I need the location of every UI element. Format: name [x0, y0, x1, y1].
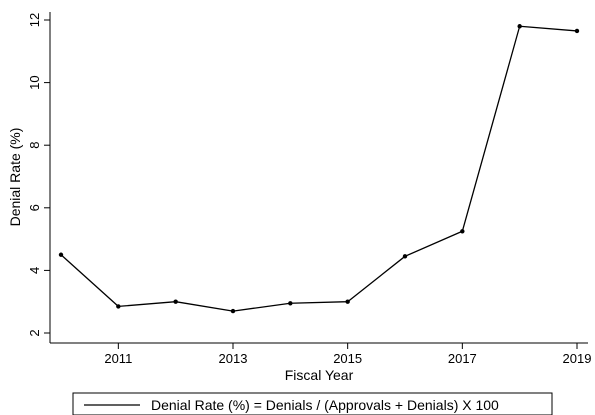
data-point: [173, 299, 178, 304]
data-point: [58, 252, 64, 257]
data-point: [288, 301, 293, 306]
legend-label: Denial Rate (%) = Denials / (Approvals +…: [151, 397, 499, 413]
data-point: [402, 254, 408, 259]
x-tick-label: 2011: [104, 351, 132, 366]
x-tick-label: 2017: [448, 351, 477, 366]
y-tick-label: 8: [27, 142, 42, 149]
data-point: [116, 304, 121, 309]
x-axis-title: Fiscal Year: [285, 367, 354, 383]
data-point: [517, 24, 522, 29]
y-tick-label: 10: [27, 75, 42, 89]
y-tick-label: 6: [27, 204, 42, 211]
legend: Denial Rate (%) = Denials / (Approvals +…: [72, 392, 553, 415]
x-tick-label: 2013: [219, 351, 248, 366]
x-tick-label: 2019: [563, 351, 592, 366]
legend-box: [72, 392, 553, 415]
data-point: [230, 308, 236, 314]
series-group: [58, 24, 580, 314]
x-tick-label: 2015: [333, 351, 362, 366]
data-point: [460, 229, 465, 234]
y-ticks: 2 4 6 8 10 12: [27, 13, 50, 337]
data-point: [574, 28, 580, 34]
x-ticks: 2011 2013 2015 2017 2019: [104, 343, 591, 366]
y-tick-label: 2: [27, 329, 42, 336]
series-line: [60, 25, 578, 312]
y-axis-title: Denial Rate (%): [7, 128, 23, 227]
y-tick-label: 12: [27, 13, 42, 27]
y-tick-label: 4: [27, 267, 42, 274]
data-point: [345, 299, 350, 304]
